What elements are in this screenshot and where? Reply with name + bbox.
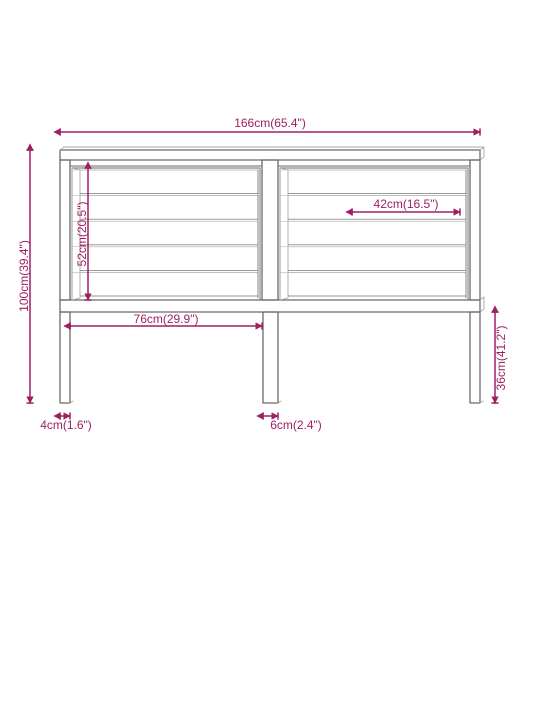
technical-drawing-canvas (0, 0, 540, 720)
headboard-outline (60, 147, 484, 403)
